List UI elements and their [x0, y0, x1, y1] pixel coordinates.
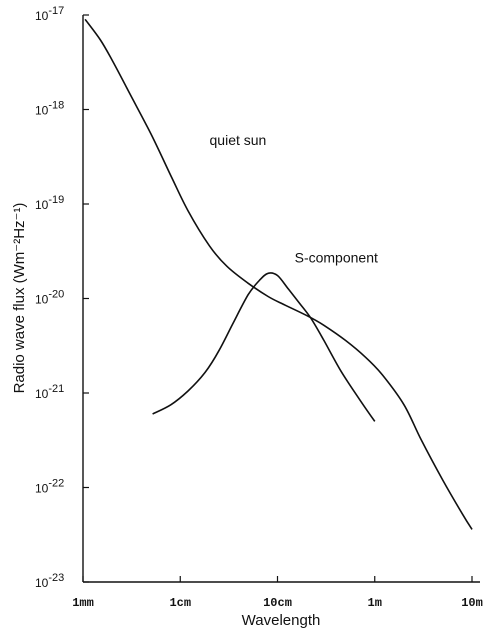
y-tick-base: 10 — [35, 482, 49, 496]
y-tick-base: 10 — [35, 576, 49, 590]
y-tick-label: 10-19 — [35, 194, 64, 212]
y-tick-exponent: -17 — [48, 5, 64, 17]
y-tick-label: 10-17 — [35, 5, 64, 23]
x-ticks: 1mm 1cm 10cm 1m 10m — [72, 576, 483, 610]
y-tick-base: 10 — [35, 9, 49, 23]
y-axis-title: Radio wave flux (Wm⁻²Hz⁻¹) — [11, 203, 28, 394]
chart-axes — [82, 15, 480, 583]
series-lines — [84, 18, 473, 530]
y-tick-exponent: -21 — [48, 383, 64, 395]
y-tick-label: 10-21 — [35, 383, 64, 401]
x-tick-label: 10m — [461, 596, 483, 610]
y-tick-exponent: -22 — [48, 478, 64, 490]
curve-annotations: quiet sun S-component — [210, 132, 378, 265]
y-tick-base: 10 — [35, 104, 49, 118]
x-tick-label: 1m — [368, 596, 382, 610]
y-tick-base: 10 — [35, 293, 49, 307]
curve-label: quiet sun — [210, 132, 267, 148]
series-line-quiet-sun — [84, 18, 473, 530]
series-line-s-component — [152, 272, 376, 422]
y-tick-base: 10 — [35, 198, 49, 212]
y-tick-label: 10-23 — [35, 572, 64, 590]
y-tick-exponent: -18 — [48, 100, 64, 112]
curve-label: S-component — [295, 250, 378, 266]
x-tick-label: 10cm — [263, 596, 292, 610]
x-tick-label: 1cm — [169, 596, 191, 610]
y-tick-label: 10-22 — [35, 478, 64, 496]
x-axis-title: Wavelength — [242, 612, 321, 629]
y-tick-label: 10-20 — [35, 289, 64, 307]
y-tick-exponent: -20 — [48, 289, 64, 301]
y-tick-exponent: -23 — [48, 572, 64, 584]
y-tick-base: 10 — [35, 387, 49, 401]
y-tick-label: 10-18 — [35, 100, 64, 118]
x-tick-label: 1mm — [72, 596, 94, 610]
y-tick-exponent: -19 — [48, 194, 64, 206]
